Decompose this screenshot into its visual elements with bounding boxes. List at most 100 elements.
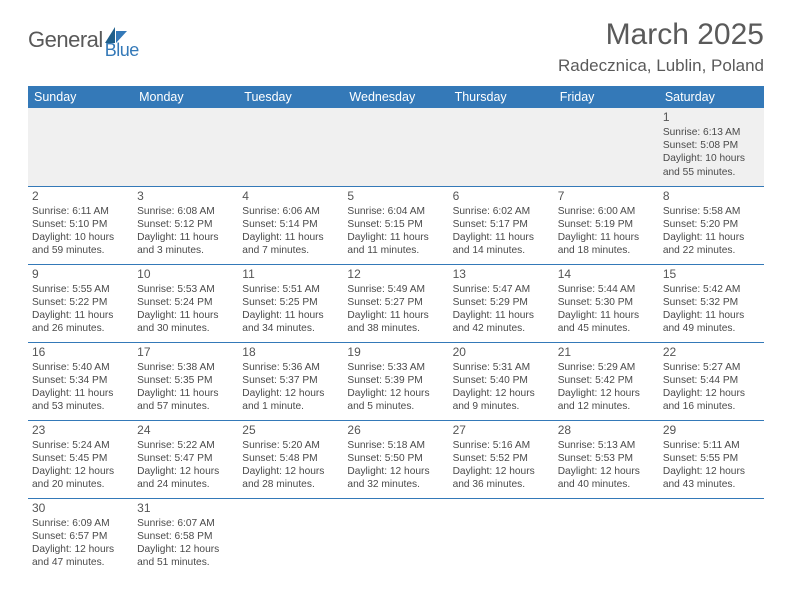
sunrise-line: Sunrise: 6:13 AM [663,126,760,139]
daylight-line: Daylight: 12 hours and 51 minutes. [137,543,234,569]
day-number: 3 [137,189,234,204]
sunrise-line: Sunrise: 6:07 AM [137,517,234,530]
calendar-day-cell: 16Sunrise: 5:40 AMSunset: 5:34 PMDayligh… [28,342,133,420]
daylight-line: Daylight: 11 hours and 42 minutes. [453,309,550,335]
sunset-line: Sunset: 5:12 PM [137,218,234,231]
daylight-line: Daylight: 12 hours and 20 minutes. [32,465,129,491]
calendar-day-cell: 8Sunrise: 5:58 AMSunset: 5:20 PMDaylight… [659,186,764,264]
daylight-line: Daylight: 11 hours and 18 minutes. [558,231,655,257]
calendar-empty-cell [238,108,343,186]
daylight-line: Daylight: 11 hours and 11 minutes. [347,231,444,257]
sunrise-line: Sunrise: 5:51 AM [242,283,339,296]
sunset-line: Sunset: 5:39 PM [347,374,444,387]
calendar-day-cell: 27Sunrise: 5:16 AMSunset: 5:52 PMDayligh… [449,420,554,498]
daylight-line: Daylight: 10 hours and 55 minutes. [663,152,760,178]
sunrise-line: Sunrise: 5:47 AM [453,283,550,296]
daylight-line: Daylight: 12 hours and 24 minutes. [137,465,234,491]
calendar-day-cell: 10Sunrise: 5:53 AMSunset: 5:24 PMDayligh… [133,264,238,342]
calendar-day-cell: 7Sunrise: 6:00 AMSunset: 5:19 PMDaylight… [554,186,659,264]
day-number: 16 [32,345,129,360]
calendar-empty-cell [554,498,659,576]
sunset-line: Sunset: 6:57 PM [32,530,129,543]
day-number: 1 [663,110,760,125]
sunset-line: Sunset: 5:29 PM [453,296,550,309]
day-number: 11 [242,267,339,282]
daylight-line: Daylight: 11 hours and 30 minutes. [137,309,234,335]
daylight-line: Daylight: 12 hours and 5 minutes. [347,387,444,413]
sunset-line: Sunset: 5:53 PM [558,452,655,465]
day-number: 9 [32,267,129,282]
sunrise-line: Sunrise: 5:24 AM [32,439,129,452]
day-number: 25 [242,423,339,438]
sunrise-line: Sunrise: 5:44 AM [558,283,655,296]
calendar-day-cell: 18Sunrise: 5:36 AMSunset: 5:37 PMDayligh… [238,342,343,420]
day-number: 23 [32,423,129,438]
calendar-day-cell: 3Sunrise: 6:08 AMSunset: 5:12 PMDaylight… [133,186,238,264]
sunset-line: Sunset: 5:14 PM [242,218,339,231]
logo: General Blue [28,18,139,61]
sunset-line: Sunset: 5:10 PM [32,218,129,231]
calendar-day-cell: 19Sunrise: 5:33 AMSunset: 5:39 PMDayligh… [343,342,448,420]
day-number: 20 [453,345,550,360]
calendar-day-cell: 15Sunrise: 5:42 AMSunset: 5:32 PMDayligh… [659,264,764,342]
sunset-line: Sunset: 5:27 PM [347,296,444,309]
calendar-day-cell: 14Sunrise: 5:44 AMSunset: 5:30 PMDayligh… [554,264,659,342]
sunrise-line: Sunrise: 5:16 AM [453,439,550,452]
day-number: 27 [453,423,550,438]
calendar-week-row: 2Sunrise: 6:11 AMSunset: 5:10 PM Daylight… [28,186,764,264]
day-number: 15 [663,267,760,282]
calendar-empty-cell [659,498,764,576]
day-number: 2 [32,189,129,204]
sunrise-line: Sunrise: 5:38 AM [137,361,234,374]
weekday-header: Sunday [28,86,133,108]
sunset-line: Sunset: 5:50 PM [347,452,444,465]
daylight-line: Daylight: 12 hours and 28 minutes. [242,465,339,491]
day-number: 21 [558,345,655,360]
calendar-empty-cell [343,108,448,186]
calendar-week-row: 16Sunrise: 5:40 AMSunset: 5:34 PMDayligh… [28,342,764,420]
calendar-day-cell: 1Sunrise: 6:13 AMSunset: 5:08 PMDaylight… [659,108,764,186]
weekday-header: Saturday [659,86,764,108]
daylight-line: Daylight: 12 hours and 43 minutes. [663,465,760,491]
sunrise-line: Sunrise: 5:31 AM [453,361,550,374]
sunrise-line: Sunrise: 6:11 AM [32,205,129,218]
sunrise-line: Sunrise: 5:11 AM [663,439,760,452]
daylight-line: Daylight: 12 hours and 36 minutes. [453,465,550,491]
day-number: 30 [32,501,129,516]
sunset-line: Sunset: 6:58 PM [137,530,234,543]
sunset-line: Sunset: 5:32 PM [663,296,760,309]
location: Radecznica, Lublin, Poland [558,56,764,76]
daylight-line: Daylight: 12 hours and 9 minutes. [453,387,550,413]
sunrise-line: Sunrise: 5:20 AM [242,439,339,452]
calendar-day-cell: 30Sunrise: 6:09 AMSunset: 6:57 PMDayligh… [28,498,133,576]
day-number: 19 [347,345,444,360]
title-block: March 2025 Radecznica, Lublin, Poland [558,18,764,76]
sunrise-line: Sunrise: 5:33 AM [347,361,444,374]
calendar-day-cell: 23Sunrise: 5:24 AMSunset: 5:45 PMDayligh… [28,420,133,498]
sunrise-line: Sunrise: 6:06 AM [242,205,339,218]
day-number: 7 [558,189,655,204]
sunrise-line: Sunrise: 5:29 AM [558,361,655,374]
daylight-line: Daylight: 11 hours and 38 minutes. [347,309,444,335]
sunset-line: Sunset: 5:52 PM [453,452,550,465]
daylight-line: Daylight: 12 hours and 12 minutes. [558,387,655,413]
day-number: 29 [663,423,760,438]
sunset-line: Sunset: 5:15 PM [347,218,444,231]
sunrise-line: Sunrise: 5:58 AM [663,205,760,218]
sunrise-line: Sunrise: 5:22 AM [137,439,234,452]
weekday-header: Thursday [449,86,554,108]
day-number: 12 [347,267,444,282]
calendar-week-row: 9Sunrise: 5:55 AMSunset: 5:22 PMDaylight… [28,264,764,342]
sunset-line: Sunset: 5:47 PM [137,452,234,465]
day-number: 28 [558,423,655,438]
sunrise-line: Sunrise: 5:13 AM [558,439,655,452]
calendar-day-cell: 9Sunrise: 5:55 AMSunset: 5:22 PMDaylight… [28,264,133,342]
day-number: 22 [663,345,760,360]
sunrise-line: Sunrise: 6:04 AM [347,205,444,218]
sunrise-line: Sunrise: 5:27 AM [663,361,760,374]
calendar-day-cell: 28Sunrise: 5:13 AMSunset: 5:53 PMDayligh… [554,420,659,498]
calendar-empty-cell [554,108,659,186]
calendar-day-cell: 24Sunrise: 5:22 AMSunset: 5:47 PMDayligh… [133,420,238,498]
sunset-line: Sunset: 5:42 PM [558,374,655,387]
sunrise-line: Sunrise: 5:55 AM [32,283,129,296]
